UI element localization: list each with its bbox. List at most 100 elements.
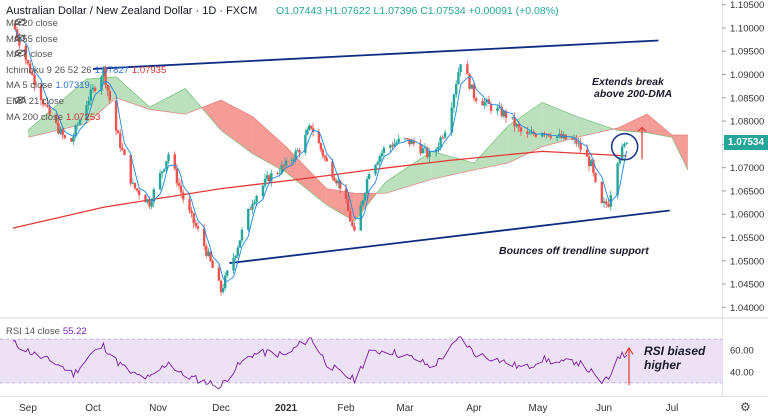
candle-body [397, 138, 400, 143]
candle [296, 148, 299, 152]
legend-row[interactable]: EMA 21 close [6, 96, 64, 107]
candle-body [74, 125, 77, 137]
candle [403, 137, 407, 142]
candle-body [374, 164, 377, 175]
hide-eye-icon[interactable] [14, 18, 26, 26]
candle-body [270, 173, 273, 182]
candle-body [408, 138, 411, 145]
candle-body [70, 138, 73, 142]
legend-row[interactable]: MA 5 close 1.07319 [6, 80, 90, 91]
candle [247, 208, 250, 233]
candle [268, 174, 271, 182]
candle-body [265, 175, 269, 179]
candle-body [296, 150, 299, 152]
candle [600, 181, 604, 204]
candle-body [150, 202, 153, 207]
candle [572, 134, 576, 145]
candle [144, 194, 147, 203]
candle [459, 64, 462, 77]
candle-body [205, 246, 208, 256]
candle [59, 126, 62, 135]
candle-body [78, 119, 82, 125]
candle-body [605, 201, 608, 205]
candle-body [317, 131, 321, 144]
hide-eye-icon[interactable] [14, 33, 26, 42]
candle [378, 154, 381, 167]
candle [468, 73, 471, 91]
candle-body [572, 138, 576, 140]
hide-eye-icon[interactable] [14, 49, 26, 58]
legend-row[interactable]: MA 200 close 1.07253 [6, 112, 100, 123]
chart-header: Australian Dollar / New Zealand Dollar ·… [6, 5, 257, 17]
candle-body [308, 125, 311, 130]
candle [26, 59, 30, 67]
candle [249, 206, 252, 210]
candle [163, 168, 166, 173]
candle-body [500, 106, 503, 117]
candle-body [247, 208, 250, 230]
annotation-extends-break: Extends break above 200-DMA [592, 76, 672, 100]
time-tick-label: Jun [596, 403, 612, 414]
candle-body [175, 168, 179, 184]
candle-body [102, 67, 105, 77]
candle-body [280, 165, 284, 174]
candle [284, 157, 288, 168]
candle-body [457, 72, 460, 85]
candle-body [590, 160, 593, 167]
candle-body [592, 160, 595, 173]
candle-body [403, 138, 407, 139]
candle [319, 142, 323, 153]
hide-eye-icon[interactable] [14, 96, 26, 104]
legend-row[interactable]: MA 55 close [6, 34, 58, 45]
candle-body [61, 128, 64, 136]
candle [234, 254, 237, 261]
candle [205, 244, 208, 259]
candle-body [541, 133, 544, 137]
candle-body [282, 165, 286, 167]
candle-body [319, 143, 323, 150]
candle-body [26, 60, 30, 64]
symbol-title: Australian Dollar / New Zealand Dollar ·… [6, 5, 258, 17]
candle [412, 138, 416, 147]
candle-body [487, 99, 491, 104]
rsi-value: 55.22 [62, 326, 87, 337]
candle [217, 265, 221, 281]
candle [121, 143, 124, 151]
candle [530, 126, 533, 135]
candle-body [441, 137, 445, 139]
candle [323, 154, 326, 161]
candle-body [207, 251, 210, 256]
candle-body [389, 145, 392, 148]
candle-body [423, 147, 427, 149]
candle-body [625, 142, 628, 144]
candle [226, 269, 229, 278]
candle [564, 133, 567, 140]
candle [594, 172, 597, 184]
rsi-legend[interactable]: RSI 14 close 55.22 [6, 326, 87, 337]
candle-body [528, 133, 531, 135]
candle [70, 137, 73, 142]
candle-body [100, 76, 103, 92]
candle-body [152, 189, 156, 203]
legend-row[interactable]: Ichimoku 9 26 52 26 1.07827 1.07935 [6, 65, 166, 76]
legend-row[interactable]: MA 20 close [6, 18, 58, 29]
candle [292, 157, 295, 165]
settings-gear-icon[interactable]: ⚙ [740, 400, 751, 414]
candle [270, 169, 273, 187]
candle-body [380, 152, 384, 157]
candle-body [146, 199, 149, 203]
price-tick-label: 1.10000 [730, 23, 764, 34]
cloud-segment [286, 146, 327, 205]
candle [182, 189, 185, 204]
candle-body [426, 147, 429, 158]
candle-body [188, 199, 191, 211]
candle-body [48, 106, 51, 115]
legend-row[interactable]: MA 7 close [6, 49, 52, 60]
ohlc-readout: O1.07443 H1.07622 L1.07396 C1.07534 +0.0… [276, 5, 559, 17]
legend-value: 1.07827 [94, 64, 129, 76]
candle-body [468, 74, 471, 89]
cloud-segment [647, 114, 672, 138]
candle [137, 188, 141, 200]
